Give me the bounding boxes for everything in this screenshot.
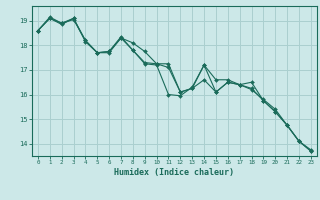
- X-axis label: Humidex (Indice chaleur): Humidex (Indice chaleur): [115, 168, 234, 177]
